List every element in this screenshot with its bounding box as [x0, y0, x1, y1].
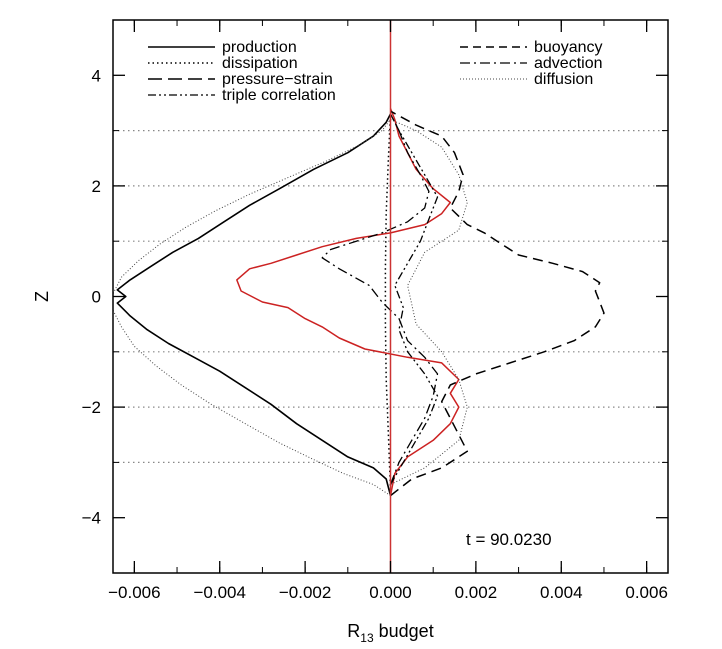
- series-line-production: [116, 113, 392, 496]
- axis-ticks: [113, 19, 668, 574]
- x-tick-label: 0.004: [540, 583, 583, 602]
- legend-label: buoyancy: [534, 39, 603, 56]
- x-tick-label: 0.002: [455, 583, 498, 602]
- x-axis-title-main: R: [347, 621, 360, 641]
- legend-label: advection: [534, 55, 603, 72]
- x-axis-title-rest: budget: [374, 621, 434, 641]
- x-tick-label: −0.004: [193, 583, 245, 602]
- series-line-dissipation: [384, 113, 392, 491]
- legend: productiondissipationpressure−straintrip…: [148, 39, 603, 104]
- y-tick-label: 4: [92, 66, 101, 85]
- legend-label: pressure−strain: [222, 71, 333, 88]
- tick-labels: −0.006 −0.004 −0.002 0.000 0.002 0.004 0.006 −4…: [82, 66, 668, 602]
- x-tick-label: −0.006: [108, 583, 160, 602]
- series-line-buoyancy: [390, 110, 605, 497]
- x-tick-label: 0.006: [625, 583, 668, 602]
- x-axis-title-subscript: 13: [360, 631, 374, 645]
- y-axis-title: Z: [32, 291, 52, 302]
- legend-label: triple correlation: [222, 87, 336, 104]
- y-tick-label: 2: [92, 177, 101, 196]
- series-layer: [113, 20, 605, 573]
- x-tick-label: 0.000: [369, 583, 412, 602]
- y-tick-label: −2: [82, 398, 101, 417]
- series-line-diffusion: [113, 119, 468, 497]
- series-line-advection: [321, 113, 439, 485]
- legend-label: dissipation: [222, 55, 298, 72]
- series-line-pressure-strain: [236, 108, 460, 496]
- time-annotation: t = 90.0230: [466, 530, 552, 549]
- x-tick-label: −0.002: [279, 583, 331, 602]
- y-tick-label: −4: [82, 509, 101, 528]
- legend-label: diffusion: [534, 71, 593, 88]
- x-axis-title: R13 budget: [347, 621, 433, 645]
- legend-label: production: [222, 39, 297, 56]
- series-line-triple-correlation: [389, 113, 439, 485]
- y-tick-label: 0: [92, 288, 101, 307]
